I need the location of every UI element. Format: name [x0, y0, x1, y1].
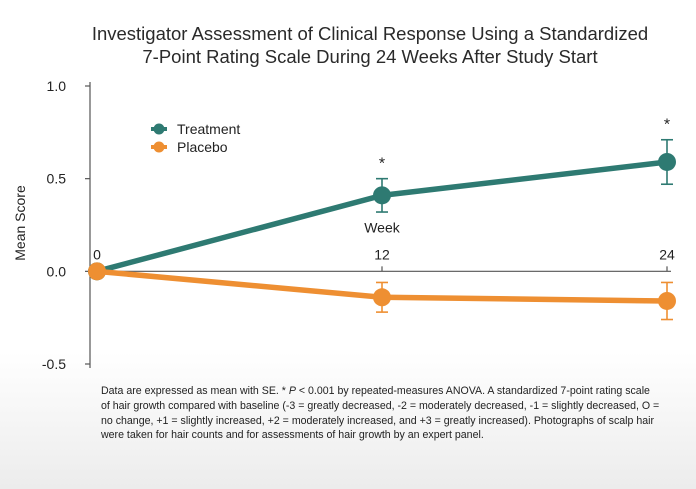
footnote-text: < 0.001 by repeated-measures ANOVA. A st… — [101, 385, 660, 442]
y-axis-label: Mean Score — [12, 185, 28, 261]
x-tick-label: 12 — [374, 246, 390, 262]
significance-marker: * — [664, 117, 670, 134]
chart-title-line-2: 7-Point Rating Scale During 24 Weeks Aft… — [142, 46, 598, 67]
significance-marker: * — [379, 156, 385, 173]
footnote-p-symbol: P — [288, 385, 296, 397]
data-point-treatment — [373, 186, 391, 205]
legend-swatch-marker — [153, 141, 165, 153]
chart-title: Investigator Assessment of Clinical Resp… — [60, 22, 680, 68]
footnote-prefix: Data are expressed as mean with SE. * — [101, 385, 289, 397]
footnote: Data are expressed as mean with SE. * P … — [101, 384, 661, 443]
legend-swatch-marker — [153, 123, 165, 135]
x-axis-label: Week — [364, 219, 401, 235]
data-point-placebo — [88, 262, 106, 281]
data-point-treatment — [658, 152, 676, 171]
x-tick-label: 0 — [93, 246, 101, 262]
data-point-placebo — [658, 291, 676, 310]
y-tick-label: 1.0 — [47, 78, 67, 94]
chart-title-line-1: Investigator Assessment of Clinical Resp… — [91, 23, 649, 44]
y-tick-label: -0.5 — [42, 356, 66, 372]
y-tick-label: 0.0 — [47, 263, 67, 279]
x-tick-label: 24 — [659, 246, 675, 262]
data-point-placebo — [373, 288, 391, 307]
legend-label-treatment: Treatment — [177, 121, 240, 137]
legend-label-placebo: Placebo — [177, 139, 228, 155]
y-tick-label: 0.5 — [47, 171, 67, 187]
